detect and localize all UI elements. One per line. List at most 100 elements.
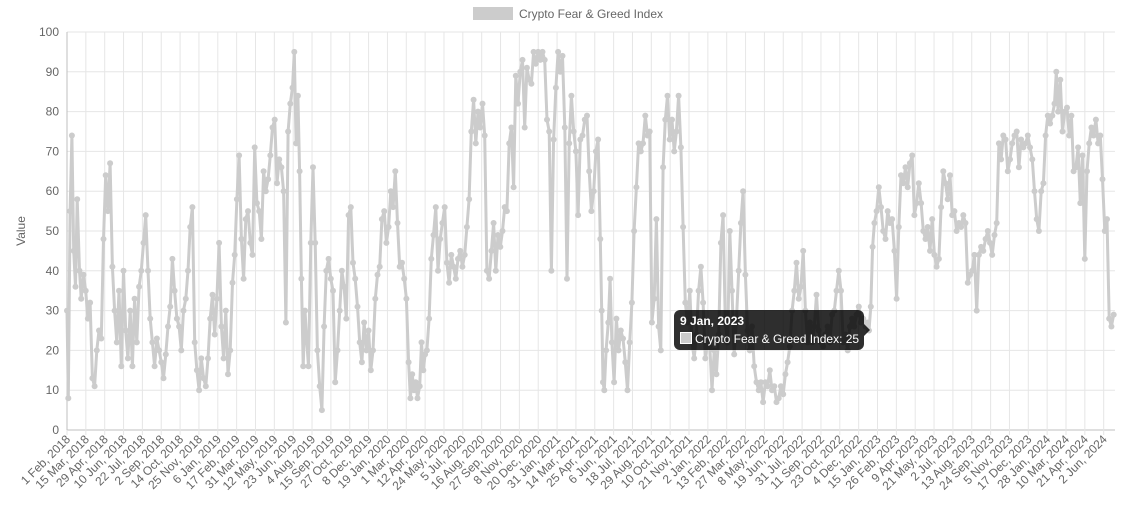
data-point [1057, 76, 1064, 83]
data-point [906, 160, 913, 167]
y-tick-label: 100 [39, 25, 59, 39]
data-point [307, 239, 314, 246]
data-point [145, 267, 151, 274]
data-point [461, 251, 468, 258]
data-point [855, 303, 862, 310]
data-point [550, 136, 557, 143]
data-point [1104, 216, 1110, 223]
data-point [717, 239, 724, 246]
data-point [775, 395, 782, 402]
data-point [70, 247, 77, 254]
data-point [390, 204, 397, 211]
data-point [1015, 164, 1022, 171]
data-point [935, 255, 942, 262]
data-point [771, 383, 778, 390]
data-point [142, 212, 149, 219]
data-point [336, 307, 343, 314]
data-point [532, 60, 539, 67]
data-point [622, 359, 629, 366]
data-point [93, 347, 100, 354]
tooltip-swatch [680, 332, 692, 344]
data-point [1047, 120, 1054, 127]
data-point [546, 128, 553, 135]
data-point [211, 331, 218, 338]
data-point [76, 267, 83, 274]
data-point [102, 172, 109, 179]
data-point [566, 140, 573, 147]
data-point [784, 359, 791, 366]
data-point [1090, 132, 1097, 139]
data-point [111, 307, 118, 314]
data-point [367, 367, 374, 374]
data-point [971, 251, 978, 258]
data-point [238, 236, 245, 242]
data-point [931, 251, 938, 258]
data-point [608, 339, 615, 346]
data-point [296, 168, 303, 175]
data-point [472, 140, 479, 147]
data-point [889, 216, 896, 223]
y-tick-label: 40 [46, 264, 60, 278]
data-point [321, 323, 328, 330]
data-point [615, 347, 622, 354]
data-point [651, 295, 658, 302]
data-point [401, 275, 408, 282]
data-point [231, 251, 238, 258]
legend[interactable]: Crypto Fear & Greed Index [0, 7, 1136, 21]
data-point [457, 247, 464, 254]
data-point [1004, 168, 1011, 175]
data-point [969, 267, 976, 274]
data-point [607, 275, 614, 282]
data-point [798, 283, 804, 290]
data-point [766, 367, 773, 374]
data-point [189, 204, 196, 211]
tooltip-date: 9 Jan, 2023 [680, 314, 745, 328]
data-point [423, 347, 430, 354]
data-point [519, 56, 526, 63]
data-point [291, 48, 298, 55]
data-point [98, 335, 105, 342]
data-point [323, 267, 330, 274]
data-point [468, 128, 475, 135]
data-point [922, 236, 929, 242]
data-point [1022, 140, 1029, 147]
data-point [87, 299, 94, 306]
data-point [541, 56, 548, 63]
data-point [1064, 104, 1070, 111]
data-point [515, 100, 521, 107]
data-point [729, 287, 735, 294]
data-point [944, 196, 951, 203]
data-point [303, 339, 310, 346]
data-point [731, 351, 738, 358]
data-point [539, 48, 546, 55]
data-point [960, 212, 967, 219]
data-point [1072, 164, 1079, 171]
data-point [631, 228, 638, 234]
data-point [902, 164, 909, 171]
data-point [165, 323, 171, 330]
tooltip: 9 Jan, 2023 Crypto Fear & Greed Index: 2… [674, 310, 870, 350]
data-point [381, 208, 388, 215]
data-point [225, 371, 231, 378]
data-point [220, 355, 227, 362]
data-point [282, 319, 289, 326]
data-point [989, 251, 996, 258]
data-point [394, 220, 401, 226]
data-point [1018, 136, 1025, 143]
data-point [995, 140, 1002, 147]
data-point [280, 188, 287, 195]
data-point [598, 307, 605, 314]
data-point [332, 379, 339, 386]
data-point [740, 188, 747, 195]
data-point [116, 287, 122, 294]
data-point [878, 204, 884, 211]
data-point [89, 375, 96, 382]
data-point [169, 255, 176, 262]
data-point [1099, 176, 1106, 183]
data-point [1033, 216, 1040, 223]
data-point [443, 259, 450, 266]
data-point [1031, 188, 1038, 195]
data-point [947, 172, 953, 179]
data-point [735, 267, 742, 274]
